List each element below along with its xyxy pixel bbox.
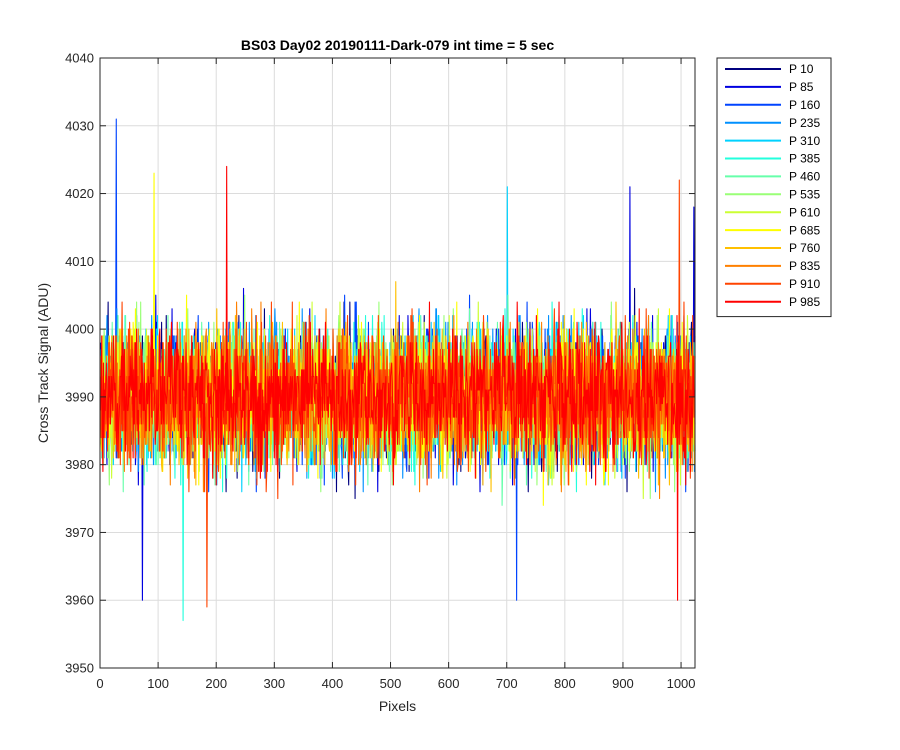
legend-entry-label: P 910 bbox=[789, 277, 820, 291]
y-tick-label: 4020 bbox=[65, 186, 94, 201]
x-tick-label: 600 bbox=[438, 676, 460, 691]
x-tick-label: 800 bbox=[554, 676, 576, 691]
legend-entry-label: P 760 bbox=[789, 241, 820, 255]
axis-ticks: 0 100 200 300 400 500 600 700 800 900 1000 3950 3960… bbox=[65, 51, 695, 692]
legend-entry-label: P 10 bbox=[789, 62, 814, 76]
x-tick-label: 0 bbox=[96, 676, 103, 691]
y-tick-label: 3960 bbox=[65, 593, 94, 608]
legend-box bbox=[716, 57, 832, 318]
plot-frame bbox=[99, 57, 696, 669]
y-tick-label: 3990 bbox=[65, 389, 94, 404]
y-tick-label: 4010 bbox=[65, 254, 94, 269]
y-tick-label: 4030 bbox=[65, 118, 94, 133]
y-axis-label: Cross Track Signal (ADU) bbox=[35, 283, 51, 443]
legend-entry-label: P 460 bbox=[789, 170, 820, 184]
x-tick-label: 700 bbox=[496, 676, 518, 691]
y-tick-label: 3980 bbox=[65, 457, 94, 472]
legend-entry-label: P 610 bbox=[789, 205, 820, 219]
legend-entry-label: P 310 bbox=[789, 134, 820, 148]
y-tick-label: 4040 bbox=[65, 51, 94, 66]
y-tick-label: 3950 bbox=[65, 661, 94, 676]
series-lines bbox=[100, 118, 696, 622]
x-tick-label: 200 bbox=[205, 676, 227, 691]
legend-entry-label: P 685 bbox=[789, 223, 820, 237]
legend-entry-label: P 160 bbox=[789, 98, 820, 112]
x-axis-label: Pixels bbox=[379, 698, 416, 714]
legend-entry-label: P 835 bbox=[789, 259, 820, 273]
x-tick-label: 100 bbox=[147, 676, 169, 691]
legend-entry-label: P 385 bbox=[789, 152, 820, 166]
legend: P 10 P 85 P 160 P 235 P 310 P 385 P 460 P 535 P … bbox=[716, 57, 832, 318]
chart-title: BS03 Day02 20190111-Dark-079 int time = … bbox=[241, 37, 554, 53]
x-tick-label: 300 bbox=[263, 676, 285, 691]
y-tick-label: 3970 bbox=[65, 525, 94, 540]
x-tick-label: 1000 bbox=[667, 676, 696, 691]
x-tick-label: 400 bbox=[322, 676, 344, 691]
legend-entry-label: P 85 bbox=[789, 80, 814, 94]
series-line-p985 bbox=[100, 165, 696, 601]
x-tick-label: 500 bbox=[380, 676, 402, 691]
legend-entry-label: P 985 bbox=[789, 295, 820, 309]
legend-entry-label: P 235 bbox=[789, 116, 820, 130]
legend-entry-label: P 535 bbox=[789, 188, 820, 202]
x-tick-label: 900 bbox=[612, 676, 634, 691]
y-tick-label: 4000 bbox=[65, 322, 94, 337]
